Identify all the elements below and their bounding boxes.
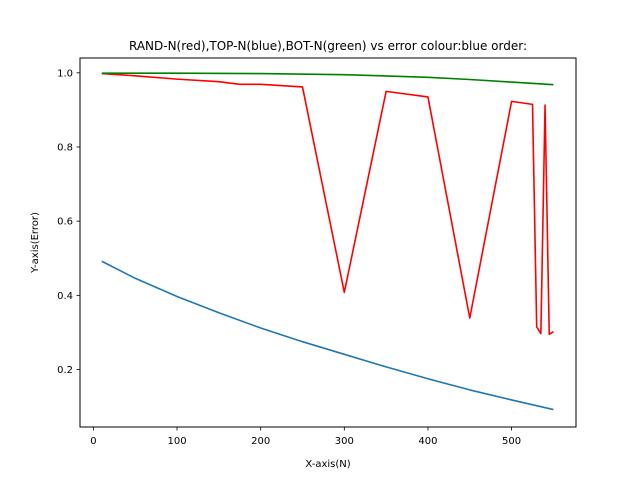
axes-frame	[79, 57, 577, 428]
y-tick-label: 1.0	[57, 68, 73, 79]
y-axis-ticks: 0.2 0.4 0.6 0.8 1.0	[57, 68, 80, 376]
y-tick-label: 0.4	[57, 291, 73, 302]
chart-title: RAND-N(red),TOP-N(blue),BOT-N(green) vs …	[129, 39, 527, 53]
x-tick-label: 100	[167, 436, 186, 447]
series-line-2	[101, 72, 554, 86]
x-tick-label: 300	[335, 436, 354, 447]
y-tick-label: 0.8	[57, 143, 73, 154]
x-tick-label: 0	[90, 436, 96, 447]
x-tick-label: 200	[251, 436, 270, 447]
series-line-1	[101, 72, 554, 336]
plot-area: 0 100 200 300 400 500 0.2 0.4 0.6 0.8 1.0	[57, 57, 577, 447]
x-tick-label: 500	[502, 436, 521, 447]
series-layer	[101, 72, 554, 411]
x-axis-label: X-axis(N)	[305, 459, 350, 470]
y-tick-label: 0.6	[57, 217, 73, 228]
series-line-0	[101, 260, 554, 411]
x-tick-label: 400	[418, 436, 437, 447]
y-tick-label: 0.2	[57, 365, 73, 376]
y-axis-label: Y-axis(Error)	[30, 212, 41, 274]
x-axis-ticks: 0 100 200 300 400 500	[90, 427, 521, 447]
